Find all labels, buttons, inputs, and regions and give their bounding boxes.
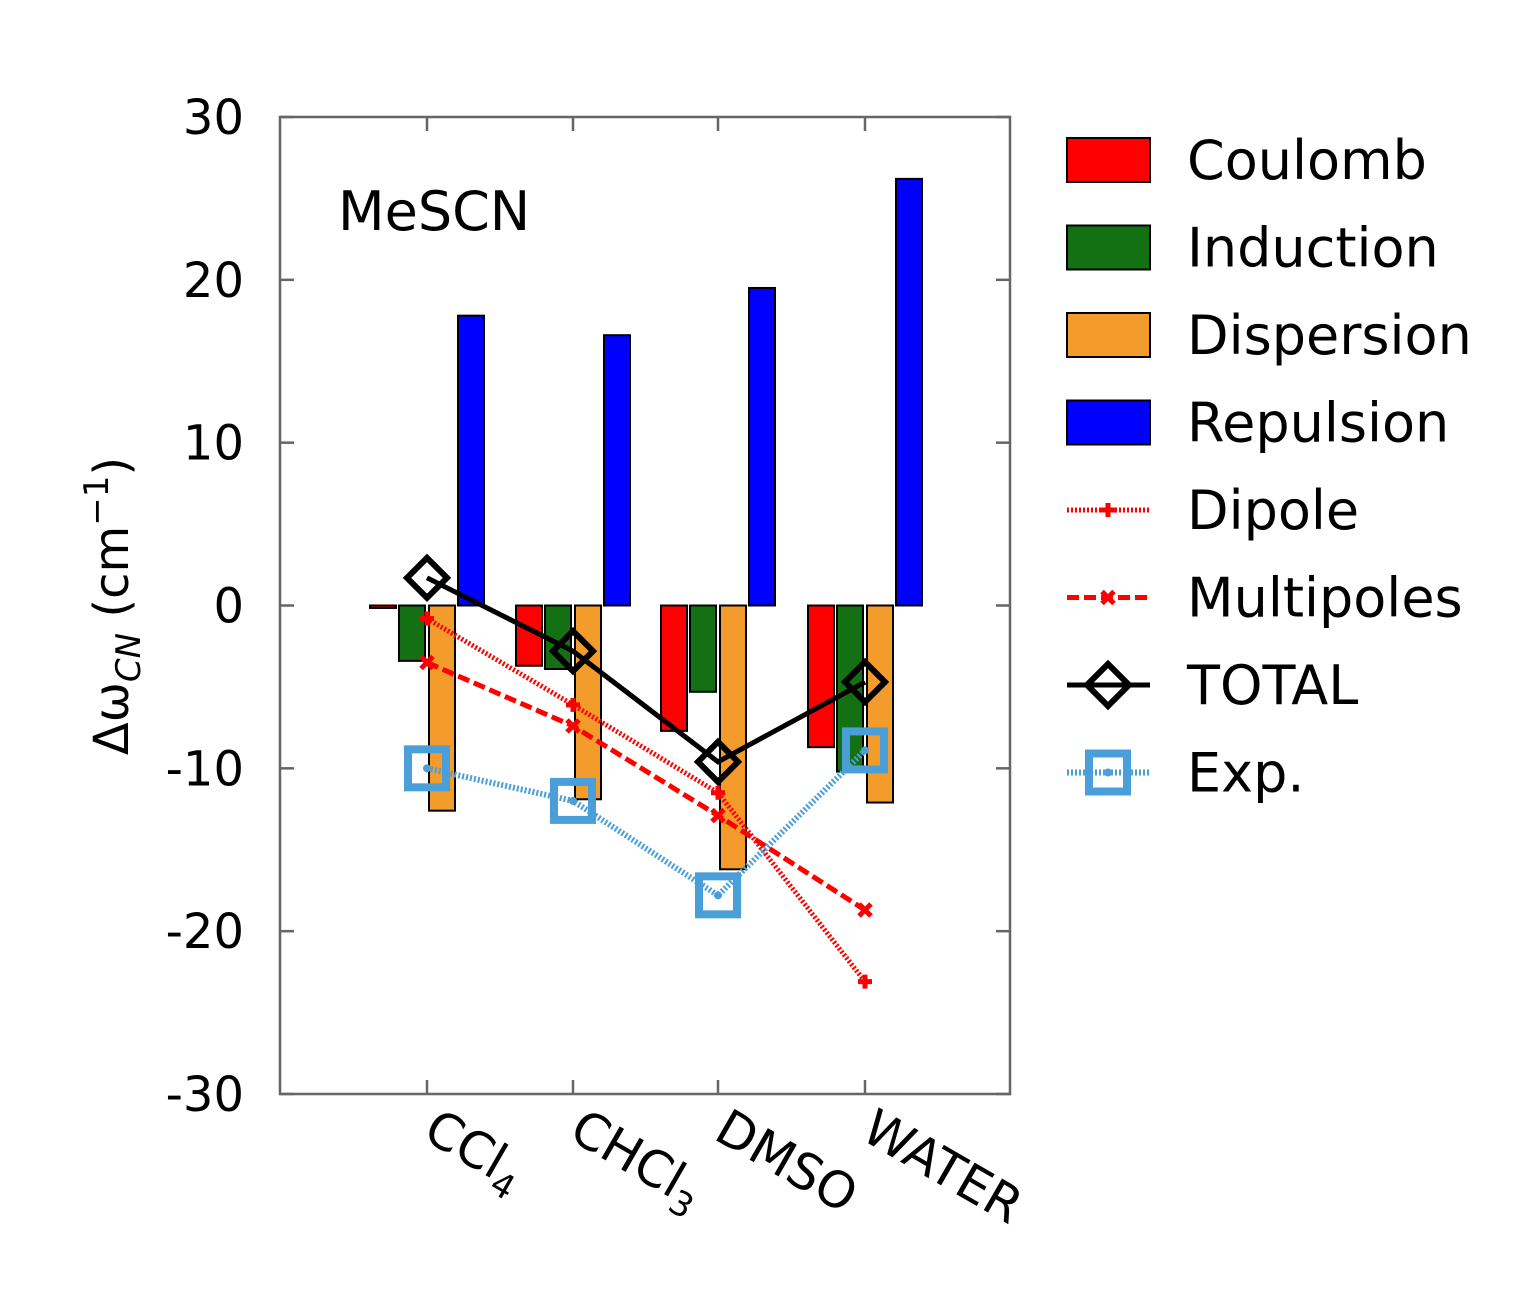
point-total-2 (693, 737, 743, 787)
line-multipoles (426, 660, 867, 913)
point-total-0 (402, 553, 452, 603)
legend-swatch-dispersion (1066, 312, 1151, 358)
legend-item-repulsion: Repulsion (1066, 392, 1449, 455)
legend-item-induction: Induction (1066, 217, 1439, 280)
point-multipoles-2 (710, 807, 726, 824)
bar-repulsion-2 (748, 286, 776, 607)
legend-swatch-induction (1066, 224, 1151, 271)
y-ticks: -30 -20 -10 0 10 20 30 (166, 90, 1010, 1123)
legend-label-dispersion: Dispersion (1187, 304, 1472, 367)
legend-item-total: TOTAL (1067, 654, 1358, 717)
legend-label-induction: Induction (1187, 217, 1439, 280)
line-exp (426, 748, 868, 900)
legend-label-dipole: Dipole (1187, 479, 1359, 542)
bar-induction-2 (689, 604, 717, 693)
lines-layer (402, 553, 890, 989)
line-dipole (425, 616, 867, 984)
legend-swatch-coulomb (1066, 137, 1151, 183)
point-exp-0 (404, 745, 450, 792)
point-exp-3 (842, 727, 888, 774)
legend-label-total: TOTAL (1186, 654, 1358, 717)
point-multipoles-0 (419, 654, 435, 671)
point-total-1 (548, 626, 598, 676)
y-tick-label: 20 (183, 253, 244, 309)
bar-repulsion-1 (603, 334, 631, 607)
bar-coulomb-0 (369, 604, 397, 609)
y-tick-label: 10 (183, 416, 244, 472)
y-axis-label: ΔωCN (cm−1) (77, 457, 149, 755)
point-exp-1 (550, 777, 596, 824)
y-tick-label: 30 (183, 90, 244, 146)
point-dipole-2 (711, 785, 725, 800)
point-dipole-3 (858, 974, 872, 989)
y-tick-label: -20 (166, 904, 244, 960)
bar-coulomb-3 (807, 604, 835, 749)
legend-label-coulomb: Coulomb (1187, 129, 1427, 192)
point-exp-2 (695, 872, 741, 919)
legend-item-dispersion: Dispersion (1066, 304, 1472, 367)
legend-label-exp: Exp. (1187, 742, 1305, 805)
legend-label-repulsion: Repulsion (1187, 392, 1449, 455)
point-multipoles-3 (857, 902, 873, 918)
legend-item-dipole: Dipole (1067, 479, 1359, 542)
legend-label-multipoles: Multipoles (1187, 567, 1463, 630)
point-dipole-1 (566, 697, 580, 712)
legend-item-exp: Exp. (1067, 742, 1305, 805)
y-axis-label-unit-close: ) (84, 457, 140, 476)
y-axis-label-subscript: CN (109, 633, 149, 682)
legend-item-multipoles: Multipoles (1067, 567, 1463, 630)
line-total (425, 575, 867, 765)
legend-marker-multipoles (1100, 589, 1116, 606)
bar-coulomb-2 (660, 604, 688, 732)
chart-annotation: MeSCN (338, 180, 530, 243)
legend-swatch-repulsion (1066, 399, 1151, 446)
point-total-3 (840, 657, 890, 707)
y-tick-label: 0 (213, 579, 244, 635)
y-tick-label: -30 (166, 1067, 244, 1123)
point-dipole-0 (420, 611, 434, 626)
legend-marker-exp (1085, 749, 1131, 796)
bar-repulsion-3 (895, 177, 923, 607)
legend-marker-total (1082, 659, 1134, 711)
y-axis-label-symbol: Δω (84, 682, 140, 755)
y-axis-label-unit-open: (cm (84, 526, 140, 633)
bar-induction-0 (398, 604, 426, 662)
legend-item-coulomb: Coulomb (1066, 129, 1427, 192)
y-tick-label: -10 (166, 741, 244, 797)
point-multipoles-1 (565, 718, 581, 734)
y-axis-label-unit-sup: −1 (77, 476, 117, 526)
legend: Coulomb Induction Dispersion Repulsion Dipol… (1066, 129, 1472, 805)
bar-repulsion-0 (457, 314, 485, 607)
legend-marker-dipole (1101, 503, 1115, 517)
bar-coulomb-1 (515, 604, 543, 667)
